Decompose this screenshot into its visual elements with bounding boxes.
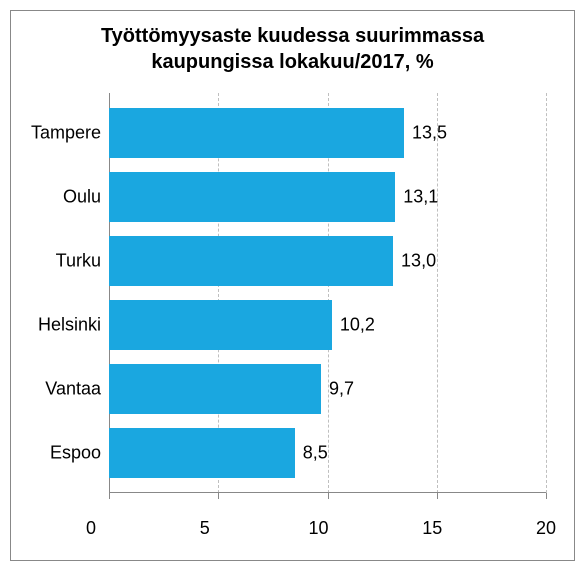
value-label: 9,7 (321, 379, 354, 400)
value-label: 13,0 (393, 251, 436, 272)
unemployment-chart: Työttömyysaste kuudessa suurimmassa kaup… (10, 10, 575, 561)
gridline (546, 93, 547, 493)
bar: 13,0 (109, 236, 393, 286)
chart-title-line1: Työttömyysaste kuudessa suurimmassa (101, 25, 484, 47)
tick-mark (109, 493, 110, 499)
bars-group: Tampere 13,5 Oulu 13,1 Turku 13,0 Helsin… (109, 93, 546, 493)
bar: 9,7 (109, 364, 321, 414)
tick-mark (546, 493, 547, 499)
chart-title-line2: kaupungissa lokakuu/2017, % (151, 51, 433, 73)
bar: 13,5 (109, 108, 404, 158)
category-label: Tampere (31, 123, 109, 144)
bar-row: Oulu 13,1 (109, 172, 546, 222)
tick-mark (328, 493, 329, 499)
x-tick-label: 5 (200, 518, 210, 539)
category-label: Espoo (50, 443, 109, 464)
value-label: 10,2 (332, 315, 375, 336)
bar-row: Espoo 8,5 (109, 428, 546, 478)
bar-row: Tampere 13,5 (109, 108, 546, 158)
tick-mark (218, 493, 219, 499)
plot-area: Tampere 13,5 Oulu 13,1 Turku 13,0 Helsin… (109, 93, 546, 493)
bar: 13,1 (109, 172, 395, 222)
chart-title: Työttömyysaste kuudessa suurimmassa kaup… (29, 23, 556, 75)
category-label: Helsinki (38, 315, 109, 336)
value-label: 13,5 (404, 123, 447, 144)
x-tick-label: 20 (536, 518, 556, 539)
category-label: Vantaa (45, 379, 109, 400)
x-tick-label: 0 (86, 518, 96, 539)
value-label: 13,1 (395, 187, 438, 208)
category-label: Turku (56, 251, 109, 272)
bar: 8,5 (109, 428, 295, 478)
bar: 10,2 (109, 300, 332, 350)
bar-row: Helsinki 10,2 (109, 300, 546, 350)
x-tick-label: 15 (422, 518, 442, 539)
tick-mark (437, 493, 438, 499)
category-label: Oulu (63, 187, 109, 208)
value-label: 8,5 (295, 443, 328, 464)
bar-row: Vantaa 9,7 (109, 364, 546, 414)
x-tick-label: 10 (308, 518, 328, 539)
bar-row: Turku 13,0 (109, 236, 546, 286)
x-tick-labels: 0 5 10 15 20 (91, 518, 546, 542)
